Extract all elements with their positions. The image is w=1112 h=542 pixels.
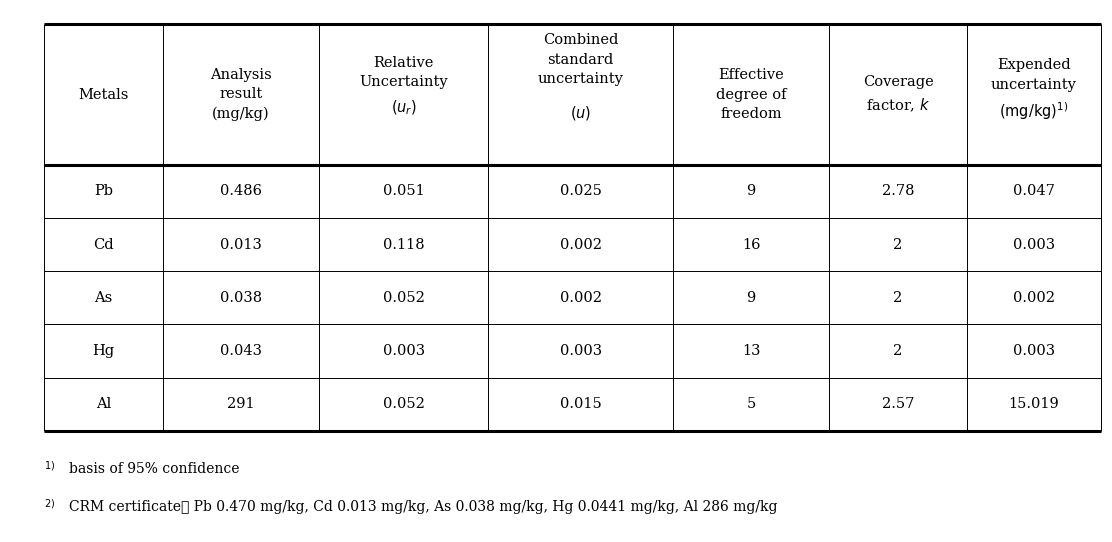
Text: $^{2)}$: $^{2)}$ (44, 500, 56, 514)
Text: $(u)$: $(u)$ (570, 105, 592, 122)
Text: $^{1)}$: $^{1)}$ (44, 462, 56, 476)
Text: Metals: Metals (79, 87, 129, 101)
Text: 0.003: 0.003 (383, 344, 425, 358)
Text: 0.002: 0.002 (559, 291, 602, 305)
Text: 0.003: 0.003 (1013, 344, 1055, 358)
Text: basis of 95% confidence: basis of 95% confidence (69, 462, 239, 476)
Text: 0.051: 0.051 (383, 184, 425, 198)
Text: Combined
standard
uncertainty: Combined standard uncertainty (538, 34, 624, 86)
Text: CRM certificate： Pb 0.470 mg/kg, Cd 0.013 mg/kg, As 0.038 mg/kg, Hg 0.0441 mg/kg: CRM certificate： Pb 0.470 mg/kg, Cd 0.01… (69, 500, 777, 514)
Text: 0.003: 0.003 (1013, 237, 1055, 251)
Text: 0.043: 0.043 (220, 344, 262, 358)
Text: 291: 291 (227, 397, 255, 411)
Text: 0.002: 0.002 (1013, 291, 1055, 305)
Text: 2: 2 (893, 344, 903, 358)
Text: 0.003: 0.003 (559, 344, 602, 358)
Text: 0.118: 0.118 (383, 237, 425, 251)
Text: 0.038: 0.038 (220, 291, 262, 305)
Text: $(\mathrm{mg/kg})^{1)}$: $(\mathrm{mg/kg})^{1)}$ (999, 100, 1069, 121)
Text: 9: 9 (746, 291, 756, 305)
Text: 2: 2 (893, 237, 903, 251)
Text: 5: 5 (746, 397, 756, 411)
Text: Al: Al (96, 397, 111, 411)
Text: $(u_r)$: $(u_r)$ (390, 99, 417, 117)
Text: Hg: Hg (92, 344, 115, 358)
Text: 0.002: 0.002 (559, 237, 602, 251)
Text: 0.486: 0.486 (220, 184, 262, 198)
Text: 2: 2 (893, 291, 903, 305)
Text: 13: 13 (742, 344, 761, 358)
Text: Cd: Cd (93, 237, 113, 251)
Text: Coverage
factor, $k$: Coverage factor, $k$ (863, 75, 933, 114)
Text: 2.78: 2.78 (882, 184, 914, 198)
Text: As: As (95, 291, 112, 305)
Text: Pb: Pb (95, 184, 113, 198)
Text: Analysis
result
(mg/kg): Analysis result (mg/kg) (210, 68, 271, 121)
Text: 0.047: 0.047 (1013, 184, 1055, 198)
Text: 0.025: 0.025 (559, 184, 602, 198)
Text: 2.57: 2.57 (882, 397, 914, 411)
Text: 16: 16 (742, 237, 761, 251)
Text: 0.015: 0.015 (559, 397, 602, 411)
Text: Expended
uncertainty: Expended uncertainty (991, 59, 1076, 92)
Text: 0.052: 0.052 (383, 291, 425, 305)
Text: 0.013: 0.013 (220, 237, 262, 251)
Text: 0.052: 0.052 (383, 397, 425, 411)
Text: 15.019: 15.019 (1009, 397, 1059, 411)
Text: Effective
degree of
freedom: Effective degree of freedom (716, 68, 786, 121)
Text: 9: 9 (746, 184, 756, 198)
Text: Relative
Uncertainty: Relative Uncertainty (359, 56, 448, 89)
